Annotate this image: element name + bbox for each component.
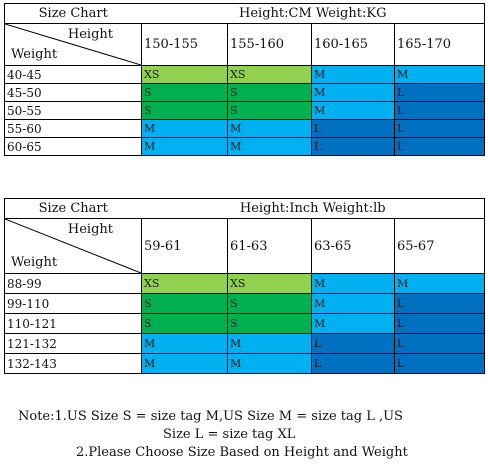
size-cell: M [141,137,228,156]
size-notes: Note:1.US Size S = size tag M,US Size M … [0,408,488,462]
table-row: 132-143 M M L L [4,353,486,374]
row-label: 50-55 [4,101,142,120]
row-label: 40-45 [4,65,142,84]
table-row: 55-60 M M L L [4,119,485,138]
size-cell: XS [227,65,312,84]
size-cell: L [394,83,485,102]
size-cell: L [394,137,485,156]
row-label: 99-110 [4,293,142,314]
size-cell: S [227,313,312,334]
column-header: 65-67 [393,218,486,274]
chart-title: Size Chart [4,3,142,24]
column-header: 160-165 [311,23,395,66]
row-label: 45-50 [4,83,142,102]
size-cell: L [394,119,485,138]
size-cell: L [394,101,485,120]
size-cell: XS [227,273,312,294]
size-cell: L [311,137,395,156]
size-cell: M [141,353,228,374]
column-header: 150-155 [141,23,228,66]
size-cell: S [141,293,228,314]
column-header: 63-65 [311,218,395,274]
corner-height-label: Height [67,222,113,237]
size-chart-inch: Size Chart Height:Inch Weight:lb Height … [4,198,486,374]
size-cell: M [227,119,312,138]
size-cell: L [311,353,395,374]
corner-weight-label: Weight [11,255,58,270]
size-table-cm: Size Chart Height:CM Weight:KG Height We… [4,3,485,156]
size-cell: M [311,65,395,84]
column-header: 155-160 [227,23,312,66]
row-label: 55-60 [4,119,142,138]
size-cell: L [393,293,486,314]
corner-cell: Height Weight [4,23,142,66]
size-cell: M [227,353,312,374]
table-row: 60-65 M M L L [4,137,485,156]
size-cell: M [311,83,395,102]
table-row: 45-50 S S M L [4,83,485,102]
chart-units: Height:Inch Weight:lb [141,198,486,219]
size-table-inch: Size Chart Height:Inch Weight:lb Height … [4,198,486,374]
chart-title: Size Chart [4,198,142,219]
row-label: 60-65 [4,137,142,156]
table-row: 50-55 S S M L [4,101,485,120]
table-row: 99-110 S S M L [4,293,486,314]
row-label: 88-99 [4,273,142,294]
size-cell: M [393,273,486,294]
size-cell: L [393,333,486,354]
title-row: Size Chart Height:Inch Weight:lb [4,198,486,219]
size-cell: L [393,313,486,334]
title-row: Size Chart Height:CM Weight:KG [4,3,485,24]
size-cell: M [227,333,312,354]
size-cell: XS [141,273,228,294]
header-row: Height Weight 59-61 61-63 63-65 65-67 [4,218,486,274]
corner-weight-label: Weight [11,47,58,62]
size-cell: S [141,101,228,120]
size-cell: S [227,101,312,120]
corner-height-label: Height [67,27,113,42]
size-cell: L [311,119,395,138]
table-row: 121-132 M M L L [4,333,486,354]
size-cell: M [227,137,312,156]
table-row: 40-45 XS XS M M [4,65,485,84]
column-header: 165-170 [394,23,485,66]
size-cell: M [141,119,228,138]
size-cell: M [311,273,395,294]
corner-cell: Height Weight [4,218,142,274]
chart-units: Height:CM Weight:KG [141,3,485,24]
size-cell: M [141,333,228,354]
header-row: Height Weight 150-155 155-160 160-165 16… [4,23,485,66]
size-cell: XS [141,65,228,84]
table-row: 110-121 S S M L [4,313,486,334]
size-cell: S [141,83,228,102]
size-cell: S [227,83,312,102]
column-header: 59-61 [141,218,228,274]
note-line-1: Note:1.US Size S = size tag M,US Size M … [18,409,403,424]
note-line-2: Size L = size tag XL [163,427,296,442]
row-label: 110-121 [4,313,142,334]
size-cell: M [394,65,485,84]
size-chart-cm: Size Chart Height:CM Weight:KG Height We… [4,3,485,156]
column-header: 61-63 [227,218,312,274]
size-cell: M [311,313,395,334]
row-label: 121-132 [4,333,142,354]
row-label: 132-143 [4,353,142,374]
size-cell: L [393,353,486,374]
note-line-3: 2.Please Choose Size Based on Height and… [76,445,408,460]
size-cell: M [311,293,395,314]
table-row: 88-99 XS XS M M [4,273,486,294]
size-cell: L [311,333,395,354]
size-cell: S [141,313,228,334]
size-cell: M [311,101,395,120]
size-cell: S [227,293,312,314]
